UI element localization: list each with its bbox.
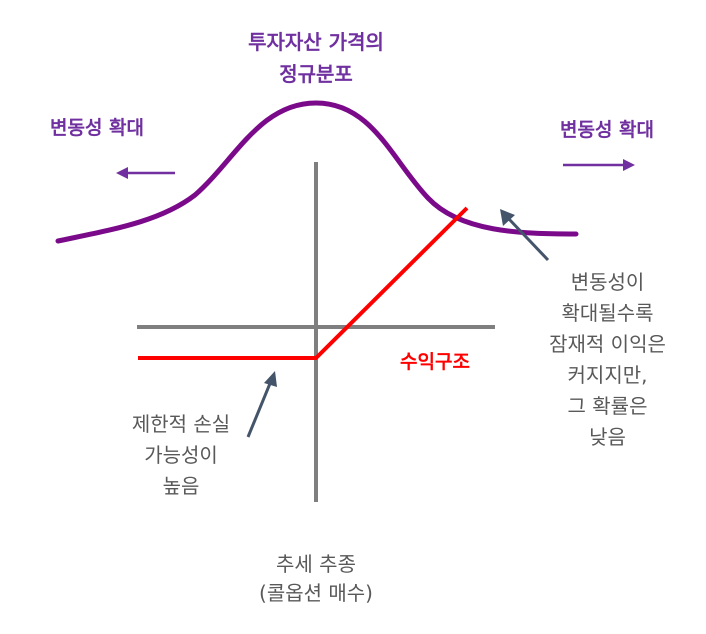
limited-loss-line-1: 제한적 손실 bbox=[131, 412, 231, 436]
left-volatility-arrow bbox=[116, 167, 175, 179]
volatility-right-label: 변동성 확대 bbox=[560, 119, 655, 141]
limited-loss-line-3: 높음 bbox=[162, 474, 200, 498]
volatility-left-label: 변동성 확대 bbox=[50, 117, 145, 139]
profit-note-line-2: 확대될수록 bbox=[561, 301, 654, 325]
profit-note-line-3: 잠재적 이익은 bbox=[549, 332, 666, 356]
title-line-2: 정규분포 bbox=[279, 62, 353, 86]
limited-loss-line-2: 가능성이 bbox=[144, 443, 218, 467]
chart-title: 투자자산 가격의 정규분포 bbox=[203, 26, 429, 90]
normal-distribution-curve bbox=[55, 100, 579, 244]
potential-profit-note: 변동성이 확대될수록 잠재적 이익은 커지지만, 그 확률은 낮음 bbox=[520, 267, 695, 453]
payoff-label: 수익구조 bbox=[400, 351, 470, 373]
profit-note-line-4: 커지지만, bbox=[567, 363, 648, 387]
strategy-caption: 추세 추종 (콜옵션 매수) bbox=[226, 550, 406, 608]
profit-note-line-6: 낮음 bbox=[589, 425, 626, 449]
profit-note-line-5: 그 확률은 bbox=[567, 394, 648, 418]
payoff-line bbox=[138, 206, 469, 360]
profit-note-line-1: 변동성이 bbox=[570, 270, 645, 294]
caption-line-2: (콜옵션 매수) bbox=[259, 581, 373, 605]
right-volatility-arrow bbox=[563, 159, 635, 171]
potential-profit-pointer-arrow bbox=[500, 209, 550, 262]
title-line-1: 투자자산 가격의 bbox=[248, 30, 384, 54]
caption-line-1: 추세 추종 bbox=[276, 552, 356, 576]
limited-loss-pointer-arrow bbox=[246, 371, 277, 438]
limited-loss-note: 제한적 손실 가능성이 높음 bbox=[106, 409, 256, 502]
